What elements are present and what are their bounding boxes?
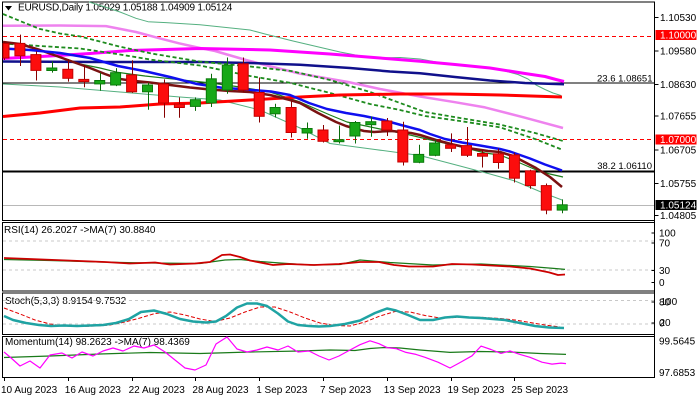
- svg-text:23.6 1.08651: 23.6 1.08651: [597, 73, 652, 84]
- svg-text:99.5645: 99.5645: [659, 337, 696, 348]
- svg-text:1.10000: 1.10000: [660, 31, 697, 42]
- svg-text:1.04805: 1.04805: [660, 211, 697, 222]
- svg-text:0: 0: [659, 318, 665, 329]
- svg-text:7 Sep 2023: 7 Sep 2023: [320, 385, 372, 396]
- svg-text:1.06705: 1.06705: [660, 146, 697, 157]
- svg-text:80: 80: [659, 298, 671, 309]
- svg-text:1.07655: 1.07655: [660, 112, 697, 123]
- svg-text:RSI(14) 26.2027 ->MA(7) 30.8: RSI(14) 26.2027 ->MA(7) 30.8840: [4, 225, 156, 236]
- svg-text:30: 30: [659, 266, 671, 277]
- svg-text:1.08630: 1.08630: [660, 80, 697, 91]
- svg-text:10 Aug 2023: 10 Aug 2023: [1, 385, 58, 396]
- svg-text:1.07000: 1.07000: [660, 135, 697, 146]
- svg-text:13 Sep 2023: 13 Sep 2023: [384, 385, 441, 396]
- svg-text:1.09580: 1.09580: [660, 47, 697, 58]
- svg-text:1.05124: 1.05124: [660, 201, 697, 212]
- svg-text:Momentum(14) 98.2623 ->MA(7): Momentum(14) 98.2623 ->MA(7) 98.4369: [5, 337, 190, 348]
- svg-text:Stoch(5,3,3) 8.9154 9.7532: Stoch(5,3,3) 8.9154 9.7532: [5, 296, 127, 307]
- svg-text:97.6853: 97.6853: [659, 368, 696, 379]
- svg-text:25 Sep 2023: 25 Sep 2023: [511, 385, 568, 396]
- svg-text:1.05755: 1.05755: [660, 179, 697, 190]
- svg-text:20: 20: [660, 318, 672, 329]
- svg-text:19 Sep 2023: 19 Sep 2023: [448, 385, 505, 396]
- svg-text:EURUSD,Daily 1.05029 1.05188: EURUSD,Daily 1.05029 1.05188 1.04909 1.0…: [18, 3, 233, 14]
- svg-text:1 Sep 2023: 1 Sep 2023: [256, 385, 308, 396]
- svg-text:1.10530: 1.10530: [660, 13, 697, 24]
- svg-text:28 Aug 2023: 28 Aug 2023: [192, 385, 249, 396]
- svg-text:70: 70: [659, 239, 671, 250]
- svg-text:38.2 1.06110: 38.2 1.06110: [597, 161, 652, 172]
- svg-text:22 Aug 2023: 22 Aug 2023: [129, 385, 186, 396]
- svg-text:16 Aug 2023: 16 Aug 2023: [65, 385, 122, 396]
- svg-text:100: 100: [661, 297, 678, 308]
- svg-text:0: 0: [659, 278, 665, 289]
- svg-text:100: 100: [659, 229, 676, 240]
